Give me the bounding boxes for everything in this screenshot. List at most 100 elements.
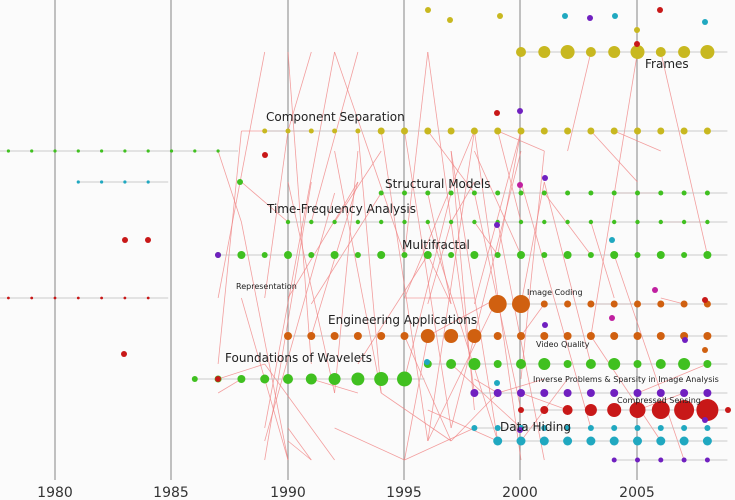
topic-node (651, 401, 670, 419)
topic-label-data-hiding: Data Hiding (500, 420, 571, 434)
topic-link (287, 440, 312, 461)
topic-node (611, 190, 617, 196)
topic-node (100, 149, 104, 153)
topic-node (634, 300, 641, 308)
topic-node (401, 252, 408, 258)
topic-node (540, 389, 549, 397)
topic-node (540, 127, 548, 135)
topic-node (584, 404, 597, 416)
topic-link (217, 51, 266, 299)
topic-link (497, 130, 522, 223)
topic-node (402, 190, 407, 196)
topic-node (562, 13, 568, 19)
topic-node (587, 127, 595, 135)
topic-link (241, 221, 289, 461)
topic-node (680, 127, 688, 135)
topic-node (330, 251, 339, 259)
topic-link (287, 427, 312, 461)
topic-node (681, 219, 687, 225)
topic-label-image-coding: Image Coding (527, 288, 583, 297)
year-axis: 1980 1985 1990 1995 2000 2005 (37, 485, 655, 500)
year-label-2000: 2000 (502, 485, 538, 500)
topic-node (586, 389, 595, 397)
topic-node (76, 149, 80, 153)
topic-node (494, 380, 500, 386)
topic-node (145, 237, 151, 243)
topic-node (635, 457, 640, 463)
topic-label-engineering-applications: Engineering Applications (328, 313, 477, 327)
topic-link (357, 254, 429, 365)
topic-node (517, 127, 525, 135)
topic-node (655, 359, 666, 369)
topic-node (705, 219, 710, 225)
topic-link (334, 150, 382, 394)
topic-link (427, 221, 452, 305)
topic-node (423, 251, 432, 259)
topic-node (610, 389, 619, 397)
topic-node (542, 219, 547, 225)
topic-node (420, 329, 435, 343)
topic-node (100, 180, 104, 184)
topic-node (635, 219, 640, 225)
topic-node (470, 251, 479, 259)
topic-link (427, 254, 452, 305)
topic-node (681, 457, 687, 463)
topic-node (471, 425, 478, 431)
topic-node (470, 389, 479, 397)
topic-node (562, 405, 573, 415)
topic-label-foundations-of-wavelets: Foundations of Wavelets (225, 351, 372, 365)
topic-node (493, 436, 503, 446)
topic-node (634, 41, 640, 47)
topic-link (520, 150, 545, 380)
topic-node (633, 389, 642, 397)
topic-node (700, 45, 715, 59)
topic-node (424, 127, 432, 135)
topic-node (215, 376, 221, 382)
topic-link (590, 335, 662, 442)
topic-label-video-quality: Video Quality (536, 340, 590, 349)
topic-node (609, 315, 615, 321)
topic-node (330, 332, 339, 340)
topic-node (658, 219, 663, 225)
topic-link (241, 181, 289, 223)
topic-node (587, 15, 593, 21)
topic-node (494, 127, 502, 135)
topic-node (377, 127, 385, 135)
topic-node (702, 417, 708, 423)
topic-node (682, 337, 688, 343)
topic-node (262, 152, 268, 158)
topic-node (609, 237, 615, 243)
topic-node (447, 17, 453, 23)
topic-node (516, 436, 526, 446)
topic-node (681, 425, 688, 431)
topic-node (542, 175, 548, 181)
topic-node (612, 219, 617, 225)
topic-node (401, 127, 408, 135)
topic-node (285, 219, 291, 225)
topic-link (660, 297, 685, 305)
year-label-1980: 1980 (37, 485, 73, 500)
topic-node (586, 436, 596, 446)
year-label-1995: 1995 (386, 485, 422, 500)
topic-node (30, 149, 34, 153)
topic-node (610, 332, 619, 340)
topic-node (703, 127, 711, 135)
topic-node (658, 457, 664, 463)
topic-node (610, 127, 618, 135)
topic-node (703, 332, 712, 340)
topic-node (517, 332, 525, 340)
topic-node (400, 332, 409, 340)
topic-link (264, 363, 335, 461)
topic-link (357, 130, 382, 394)
topic-node (53, 296, 57, 300)
topic-node (488, 295, 507, 313)
topic-node (634, 252, 641, 258)
topic-node (702, 297, 708, 303)
topic-link (404, 192, 452, 380)
topic-node (585, 47, 596, 57)
topic-node (397, 371, 412, 387)
topic-node (538, 358, 551, 370)
topic-node (563, 251, 572, 259)
